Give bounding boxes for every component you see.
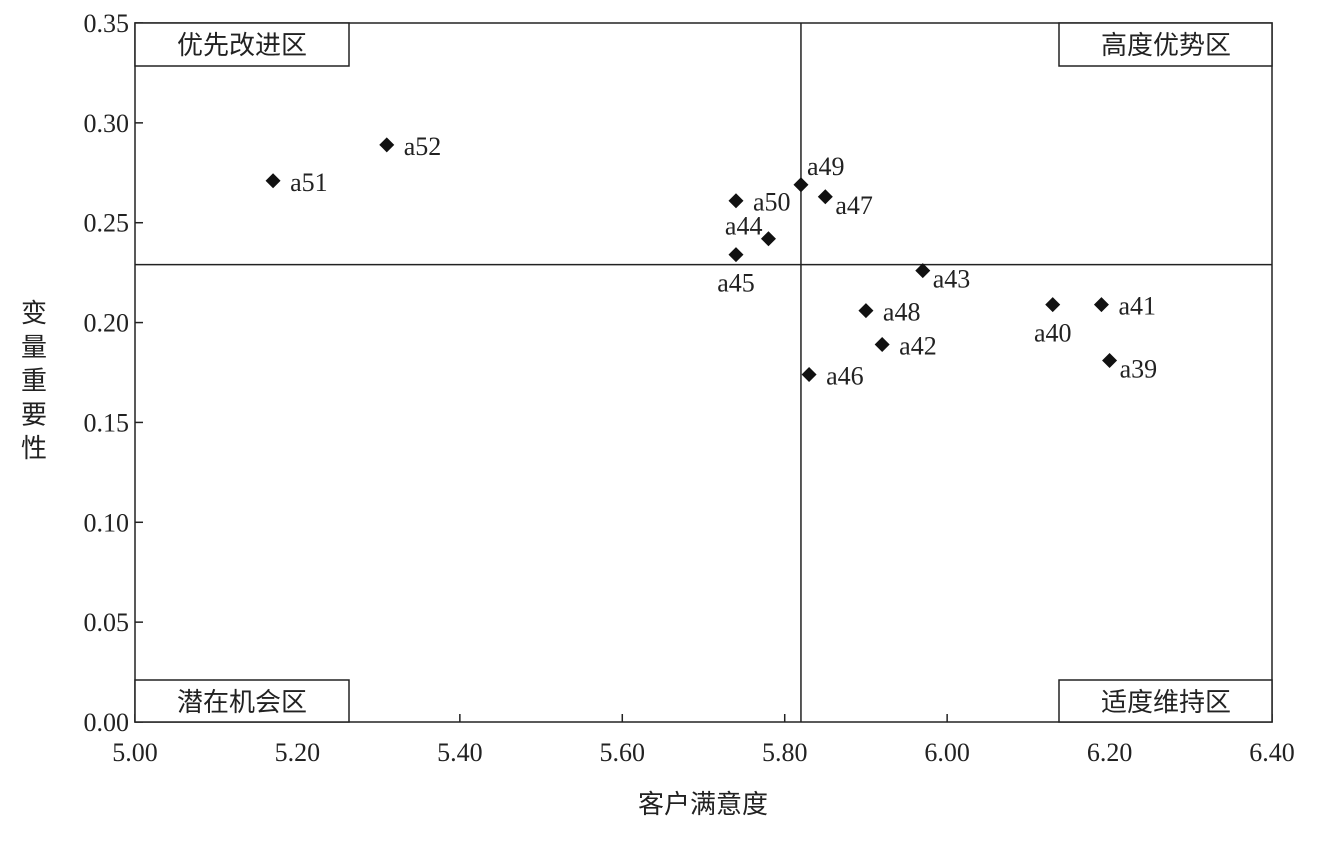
y-tick-label: 0.35 (84, 9, 130, 38)
x-tick-label: 6.40 (1249, 738, 1295, 767)
point-label-a43: a43 (933, 265, 971, 294)
point-label-a41: a41 (1118, 292, 1156, 321)
point-a44 (760, 231, 776, 247)
point-label-a48: a48 (883, 298, 921, 327)
y-axis-title: 变量重要性 (21, 299, 47, 464)
svg-text:潜在机会区: 潜在机会区 (177, 688, 307, 718)
point-a43 (915, 263, 931, 279)
y-tick-label: 0.25 (84, 209, 130, 238)
x-tick-label: 5.80 (762, 738, 808, 767)
y-tick-label: 0.00 (84, 708, 130, 737)
x-tick-label: 5.60 (600, 738, 646, 767)
x-tick-label: 6.20 (1087, 738, 1133, 767)
point-a49 (793, 177, 809, 193)
point-a48 (858, 303, 874, 319)
x-tick-label: 5.20 (275, 738, 321, 767)
plot-frame (134, 22, 1273, 723)
y-tick-label: 0.15 (84, 408, 130, 437)
point-label-a44: a44 (725, 212, 763, 241)
quadrant-label-bottom-left: 潜在机会区 (134, 679, 350, 723)
point-a40 (1045, 297, 1061, 313)
point-label-a51: a51 (290, 168, 328, 197)
point-label-a40: a40 (1034, 319, 1072, 348)
y-tick-label: 0.20 (84, 309, 130, 338)
point-label-a42: a42 (899, 332, 937, 361)
x-tick-label: 5.40 (437, 738, 483, 767)
point-a52 (379, 137, 395, 153)
quadrant-label-top-left: 优先改进区 (134, 22, 350, 67)
x-tick-label: 5.00 (112, 738, 158, 767)
point-label-a39: a39 (1120, 355, 1158, 384)
point-label-a52: a52 (404, 132, 442, 161)
y-axis: 0.00 0.05 0.10 0.15 0.20 0.25 0.30 0.35 (84, 9, 143, 737)
point-a41 (1093, 297, 1109, 313)
point-a47 (817, 189, 833, 205)
point-label-a46: a46 (826, 361, 864, 390)
y-tick-label: 0.05 (84, 608, 130, 637)
quadrant-label-top-right: 高度优势区 (1058, 22, 1273, 67)
svg-text:优先改进区: 优先改进区 (177, 31, 307, 61)
point-a42 (874, 337, 890, 353)
svg-text:适度维持区: 适度维持区 (1101, 688, 1231, 718)
point-a50 (728, 193, 744, 209)
x-axis: 5.00 5.20 5.40 5.60 5.80 6.00 6.20 6.40 (112, 714, 1295, 767)
point-label-a50: a50 (753, 188, 791, 217)
point-a46 (801, 366, 817, 382)
svg-text:高度优势区: 高度优势区 (1101, 31, 1231, 61)
point-label-a45: a45 (717, 269, 755, 298)
point-a51 (265, 173, 281, 189)
quadrant-label-bottom-right: 适度维持区 (1058, 679, 1273, 723)
x-tick-label: 6.00 (924, 738, 970, 767)
y-tick-label: 0.10 (84, 508, 130, 537)
point-a39 (1102, 353, 1118, 369)
y-tick-label: 0.30 (84, 109, 130, 138)
x-axis-title: 客户满意度 (638, 790, 768, 820)
point-label-a47: a47 (835, 191, 873, 220)
point-label-a49: a49 (807, 152, 845, 181)
point-a45 (728, 247, 744, 263)
